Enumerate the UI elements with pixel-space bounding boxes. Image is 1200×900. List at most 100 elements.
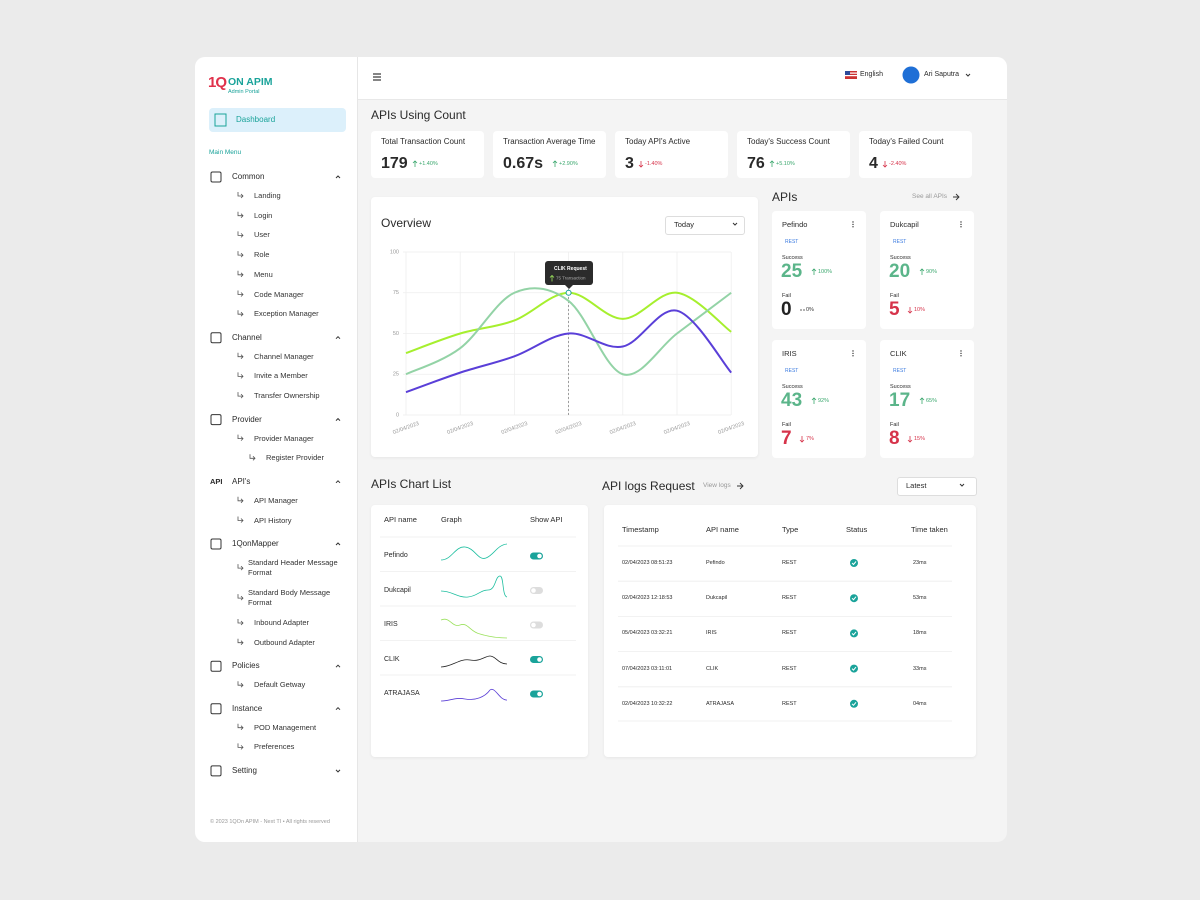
sidebar [195,57,358,842]
log-cell: 07/04/2023 03:11:01 [622,665,673,672]
log-cell: REST [782,630,797,637]
logs-filter[interactable] [897,477,977,496]
menu-item[interactable]: Standard Body Message Format [248,588,331,608]
fail-change: 10% [914,307,926,313]
fail-change: 0% [806,307,814,313]
stat-value: 3 [625,155,634,172]
stat-card [615,131,728,178]
language[interactable]: English [860,71,883,78]
menu-group[interactable]: Policies [232,661,260,671]
stat-value: 0.67s [503,155,544,172]
success-change: 92% [818,398,830,404]
menu-item[interactable]: Login [254,210,273,220]
filter-label[interactable]: Latest [906,481,927,490]
column-header: Timestamp [622,525,659,534]
menu-item[interactable]: Landing [254,191,281,200]
menu-item[interactable]: Inbound Adapter [254,618,310,627]
active-menu[interactable] [209,108,346,132]
api-name: Pefindo [782,220,808,229]
log-cell: 02/04/2023 08:51:23 [622,560,673,566]
log-cell: Dukcapil [706,595,728,602]
api-name: CLIK [384,655,400,663]
log-cell: REST [782,595,797,602]
api-card [772,340,866,458]
stat-card [859,131,972,178]
menu-group[interactable]: 1QonMapper [232,539,279,548]
section-title: APIs [772,190,798,204]
menu-item[interactable]: API Manager [254,495,298,505]
menu-item[interactable]: Preferences [254,742,295,752]
logo-mark: 1Q [208,74,227,91]
type-badge: REST [893,368,907,374]
success-label: Success [782,255,803,261]
menu-item[interactable]: Invite a Member [254,371,308,381]
api-name: Dukcapil [890,220,919,229]
card-title: Overview [381,216,432,230]
overview-card [371,197,758,457]
menu-item[interactable]: Transfer Ownership [254,391,320,401]
menu-item[interactable]: Role [254,250,270,260]
menu-group[interactable]: API's [232,476,251,486]
footer: © 2023 1QOn APIM - Next TI • All rights … [210,819,330,825]
menu-item[interactable]: Provider Manager [254,433,314,443]
fail-change: 15% [914,436,926,442]
link[interactable]: View logs [703,482,731,489]
stat-label: Total Transaction Count [381,137,466,146]
menu-item[interactable]: User [254,230,270,240]
fail-label: Fail [890,422,899,428]
logo-text: ON APIM [228,76,273,88]
success-change: 90% [926,269,938,275]
type-badge: REST [893,239,907,245]
api-card [880,340,974,458]
window [195,57,1007,842]
stat-change: +1.40% [419,161,438,167]
fail-label: Fail [782,422,791,428]
log-cell: 05/04/2023 03:32:21 [622,630,673,637]
fail-value: 5 [889,299,900,320]
menu-item[interactable]: Default Getway [254,680,306,690]
user-name[interactable]: Ari Saputra [924,71,960,78]
filter-label[interactable]: Today [674,220,695,229]
stat-label: Today's Success Count [747,137,830,146]
column-header: Status [846,525,868,534]
top-bar [358,57,1007,100]
success-label: Success [890,384,911,390]
menu-group[interactable]: Instance [232,703,263,713]
menu-item[interactable]: Menu [254,269,273,279]
api-name: Dukcapil [384,586,411,594]
log-cell: 04ms [913,700,927,707]
menu-group[interactable]: Provider [232,414,262,424]
menu-item[interactable]: Dashboard [236,115,276,124]
log-cell: 33ms [913,665,927,672]
menu-item[interactable]: Outbound Adapter [254,637,315,647]
menu-group[interactable]: Common [232,172,265,181]
menu-item[interactable]: Register Provider [266,453,324,463]
logs-card [604,505,976,757]
menu-item[interactable]: Channel Manager [254,351,314,361]
link[interactable]: See all APIs [912,193,948,200]
logo-sub: Admin Portal [228,89,260,95]
menu-item[interactable]: API History [254,515,292,525]
type-badge: REST [785,368,799,374]
log-cell: Pefindo [706,560,725,566]
menu-item[interactable]: POD Management [254,722,317,732]
stat-change: -1.40% [645,161,663,167]
menu-item[interactable]: Code Manager [254,289,304,299]
api-name: IRIS [384,621,398,628]
menu-item[interactable]: Exception Manager [254,309,319,319]
stat-card [737,131,850,178]
menu-group[interactable]: Channel [232,332,262,342]
api-card [772,211,866,329]
section-title: API logs Request [602,479,695,493]
menu-group[interactable]: Setting [232,765,257,775]
success-value: 17 [889,390,911,411]
api-name: IRIS [782,349,797,358]
api-name: Pefindo [384,552,408,559]
api-card [880,211,974,329]
column-header: Show API [530,515,563,524]
menu-item[interactable]: Standard Header Message Format [248,558,338,578]
fail-value: 0 [781,299,792,320]
stat-change: -2.40% [889,161,907,167]
overview-filter[interactable] [665,216,745,235]
